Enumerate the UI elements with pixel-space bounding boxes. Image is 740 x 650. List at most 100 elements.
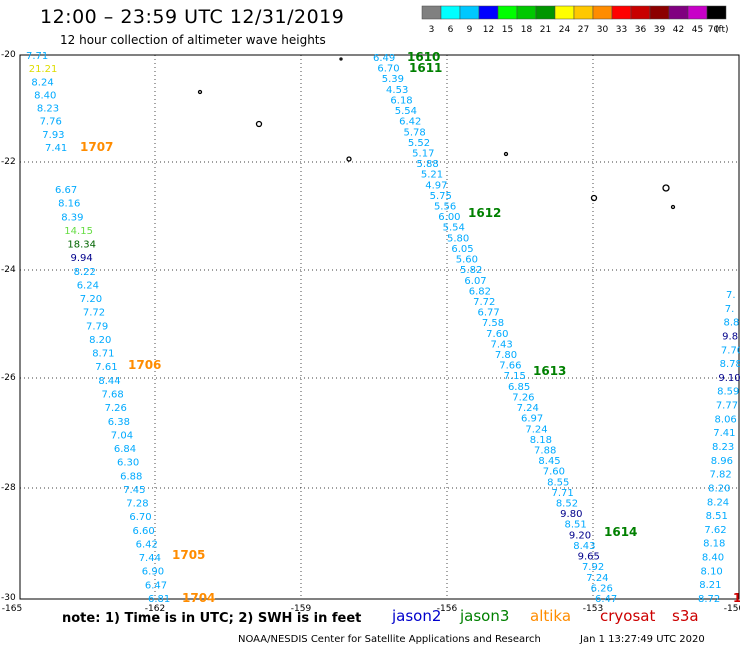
color-scale-legend: 3 6 9 12 15 18 21 24 27 30 33 36 39 42 45 70(ft) — [421, 5, 729, 35]
swh-value: 5.78 — [403, 127, 425, 138]
swh-value: 14.15 — [64, 226, 93, 237]
legend-tick-label: 6 — [448, 25, 454, 35]
swh-value: 6.70 — [129, 512, 151, 523]
longitude-label: -153 — [583, 604, 603, 614]
swh-value: 7. — [726, 290, 736, 301]
swh-value: 7.82 — [709, 470, 731, 481]
swh-value: 6.97 — [521, 414, 543, 425]
swh-value: 7.88 — [534, 445, 556, 456]
swh-value: 6.81 — [148, 594, 170, 605]
swh-value: 7.80 — [495, 350, 517, 361]
swh-value: 7.93 — [42, 130, 64, 141]
swh-value: 6.42 — [399, 117, 421, 128]
page-subtitle: 12 hour collection of altimeter wave hei… — [60, 33, 326, 47]
swh-value: 8.18 — [530, 435, 552, 446]
swh-value: 6.42 — [136, 539, 158, 550]
legend-tick-label: 27 — [578, 25, 589, 35]
latitude-label: -24 — [1, 265, 16, 275]
swh-value: 7. — [725, 304, 735, 315]
swh-value: 9.65 — [578, 552, 600, 563]
swh-value: 8.8 — [723, 318, 739, 329]
longitude-label: -156 — [437, 604, 458, 614]
swh-value: 5.80 — [447, 233, 469, 244]
swh-value: 9.10 — [718, 373, 740, 384]
swh-value: 7.28 — [126, 499, 148, 510]
swh-value: 8.23 — [712, 442, 734, 453]
swh-value: 8.71 — [92, 349, 114, 360]
wave-height-map: -20 -22 -24 -26 -28 -30-165 -162 -159 -156 -153 -1… — [1, 50, 740, 614]
swh-value: 6.82 — [469, 286, 491, 297]
swh-value: 6.38 — [108, 417, 130, 428]
swh-value: 6.49 — [373, 53, 395, 64]
longitude-label: -165 — [2, 604, 22, 614]
legend-swatch — [706, 5, 727, 20]
swh-value: 8.78 — [720, 359, 740, 370]
pass-time-label: 1613 — [533, 364, 566, 378]
island-outline — [590, 194, 598, 202]
legend-tick-label: 12 — [483, 25, 494, 35]
swh-value: 8.24 — [707, 497, 729, 508]
swh-value: 5.54 — [395, 106, 417, 117]
latitude-label: -20 — [1, 50, 16, 60]
swh-value: 9.8 — [722, 331, 738, 342]
swh-value: 8.40 — [702, 553, 724, 564]
pass-time-label: 1704 — [182, 591, 215, 605]
jason2-label: jason2 — [392, 607, 442, 625]
swh-value: 6.30 — [117, 458, 139, 469]
swh-value: 8.24 — [31, 77, 53, 88]
swh-value: 6.67 — [55, 185, 77, 196]
map-frame — [19, 54, 740, 600]
legend-tick-label: 30 — [597, 25, 609, 35]
swh-value: 8.22 — [74, 267, 96, 278]
footer-note: note: 1) Time is in UTC; 2) SWH is in fe… — [62, 611, 362, 626]
swh-value: 5.17 — [412, 148, 434, 159]
cryosat-label: cryosat — [600, 607, 656, 625]
island-outline — [503, 151, 509, 157]
swh-value: 9.94 — [71, 253, 93, 264]
swh-value: 6.60 — [133, 526, 155, 537]
swh-value: 7.20 — [80, 294, 102, 305]
legend-tick-label: 15 — [502, 25, 513, 35]
swh-value: 7.41 — [45, 143, 67, 154]
swh-value: 7.77 — [716, 401, 738, 412]
legend-tick-label: 3 — [429, 25, 435, 35]
swh-value: 9.20 — [569, 530, 591, 541]
latitude-label: -22 — [1, 157, 16, 167]
swh-value: 8.06 — [715, 414, 737, 425]
pass-time-label: 1706 — [128, 358, 161, 372]
swh-value: 7.15 — [504, 371, 526, 382]
swh-value: 7.62 — [704, 525, 726, 536]
swh-value: 7.72 — [83, 308, 105, 319]
legend-tick-label: 39 — [654, 25, 666, 35]
swh-value: 9.80 — [560, 509, 582, 520]
s3a-label: s3a — [672, 607, 699, 625]
longitude-label: -150 — [724, 604, 740, 614]
pass-time-label: 1612 — [468, 206, 501, 220]
island-outline — [670, 204, 676, 210]
swh-value: 7.44 — [139, 553, 161, 564]
jason3-label: jason3 — [460, 607, 510, 625]
swh-value: 6.24 — [77, 280, 99, 291]
pass-time-label: 1707 — [80, 140, 113, 154]
legend-tick-label: 70 — [708, 25, 720, 35]
swh-value: 18.34 — [67, 240, 96, 251]
pass-time-fragment: 1 — [733, 591, 740, 605]
longitude-label: -159 — [291, 604, 312, 614]
legend-tick-label: 33 — [616, 25, 627, 35]
swh-value: 6.70 — [377, 64, 399, 75]
swh-value: 7.92 — [582, 562, 604, 573]
swh-value: 8.55 — [547, 477, 569, 488]
swh-value: 8.51 — [565, 520, 587, 531]
swh-value: 7.58 — [482, 318, 504, 329]
swh-value: 6.85 — [508, 382, 530, 393]
swh-value: 8.16 — [58, 199, 80, 210]
swh-value: 4.97 — [425, 180, 447, 191]
swh-value: 7.26 — [105, 403, 127, 414]
swh-value: 7.70 — [721, 345, 740, 356]
swh-value: 7.71 — [26, 51, 48, 62]
swh-value: 5.39 — [382, 74, 404, 85]
swh-value: 5.52 — [408, 138, 430, 149]
swh-value: 7.41 — [713, 428, 735, 439]
swh-value: 7.04 — [111, 430, 133, 441]
latitude-label: -30 — [1, 593, 16, 603]
